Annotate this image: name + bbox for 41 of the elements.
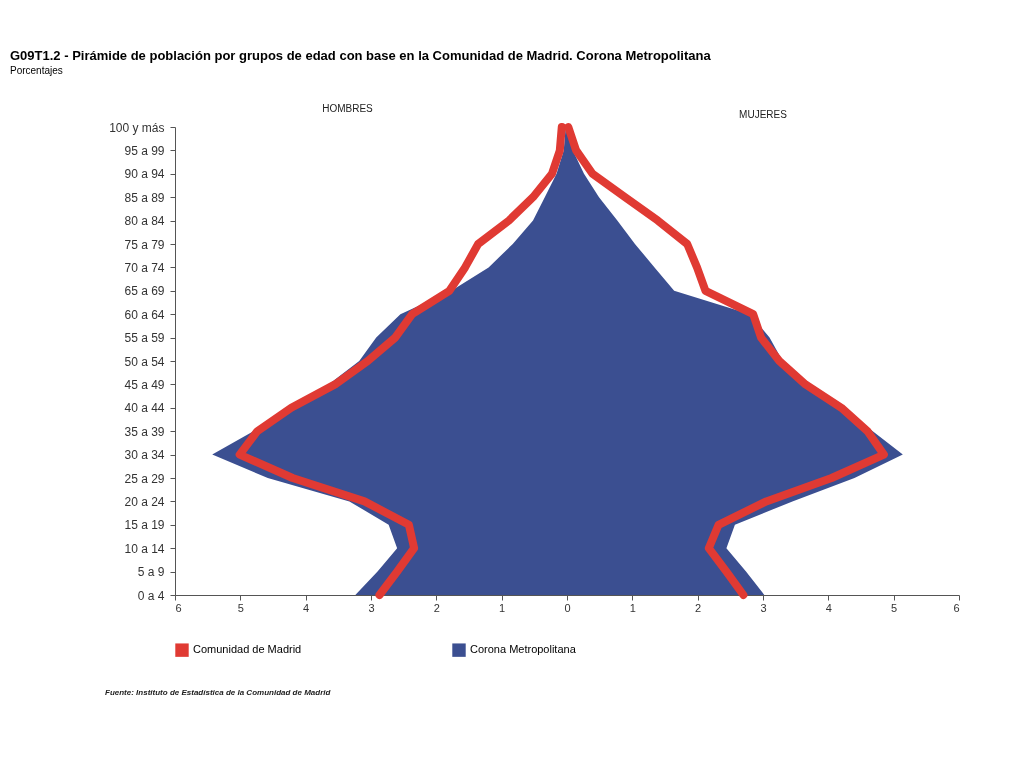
x-tick-label: 3 bbox=[368, 601, 375, 614]
y-tick-label: 100 y más bbox=[109, 120, 165, 135]
x-tick-label: 4 bbox=[303, 601, 310, 614]
source-note: Fuente: Instituto de Estadística de la Comunidad de Madrid bbox=[105, 688, 332, 697]
y-tick-label: 80 a 84 bbox=[124, 214, 165, 229]
y-tick-label: 40 a 44 bbox=[124, 401, 165, 416]
text: HOMBRES bbox=[322, 103, 374, 114]
text: MUJERES bbox=[739, 109, 788, 120]
y-tick-label: 10 a 14 bbox=[124, 541, 165, 556]
y-tick-label: 70 a 74 bbox=[124, 260, 165, 275]
y-tick-label: 20 a 24 bbox=[124, 494, 165, 509]
x-tick-label: 0 bbox=[564, 601, 571, 614]
y-tick-label: 90 a 94 bbox=[124, 167, 165, 182]
x-tick-label: 5 bbox=[237, 601, 244, 614]
y-tick-label: 5 a 9 bbox=[137, 565, 165, 580]
y-tick-label: 15 a 19 bbox=[124, 518, 165, 533]
x-tick-label: 2 bbox=[433, 601, 440, 614]
x-tick-label: 2 bbox=[695, 601, 702, 614]
x-tick-label: 6 bbox=[175, 601, 182, 614]
x-tick-label: 4 bbox=[825, 601, 832, 614]
y-tick-label: 60 a 64 bbox=[124, 307, 165, 322]
y-tick-label: 25 a 29 bbox=[124, 471, 165, 486]
y-tick-label: 45 a 49 bbox=[124, 377, 165, 392]
x-tick-label: 1 bbox=[499, 601, 506, 614]
y-tick-label: 50 a 54 bbox=[124, 354, 165, 369]
legend-label: Comunidad de Madrid bbox=[193, 643, 302, 656]
x-tick-label: 6 bbox=[953, 601, 960, 614]
x-tick-label: 1 bbox=[629, 601, 636, 614]
y-tick-label: 0 a 4 bbox=[137, 588, 165, 603]
y-tick-label: 85 a 89 bbox=[124, 190, 165, 205]
y-tick-label: 30 a 34 bbox=[124, 448, 165, 463]
chart-title: G09T1.2 - Pirámide de población por grupos de edad con base en la Comunidad de Madrid. Corona Metropolitana bbox=[10, 48, 712, 63]
y-tick-label: 95 a 99 bbox=[124, 143, 165, 158]
x-tick-label: 5 bbox=[891, 601, 898, 614]
x-tick-label: 3 bbox=[760, 601, 767, 614]
y-tick-label: 55 a 59 bbox=[124, 331, 165, 346]
y-tick-label: 75 a 79 bbox=[124, 237, 165, 252]
y-tick-label: 65 a 69 bbox=[124, 284, 165, 299]
text: Porcentajes bbox=[10, 65, 63, 76]
y-tick-label: 35 a 39 bbox=[124, 424, 165, 439]
legend-label: Corona Metropolitana bbox=[470, 643, 577, 656]
